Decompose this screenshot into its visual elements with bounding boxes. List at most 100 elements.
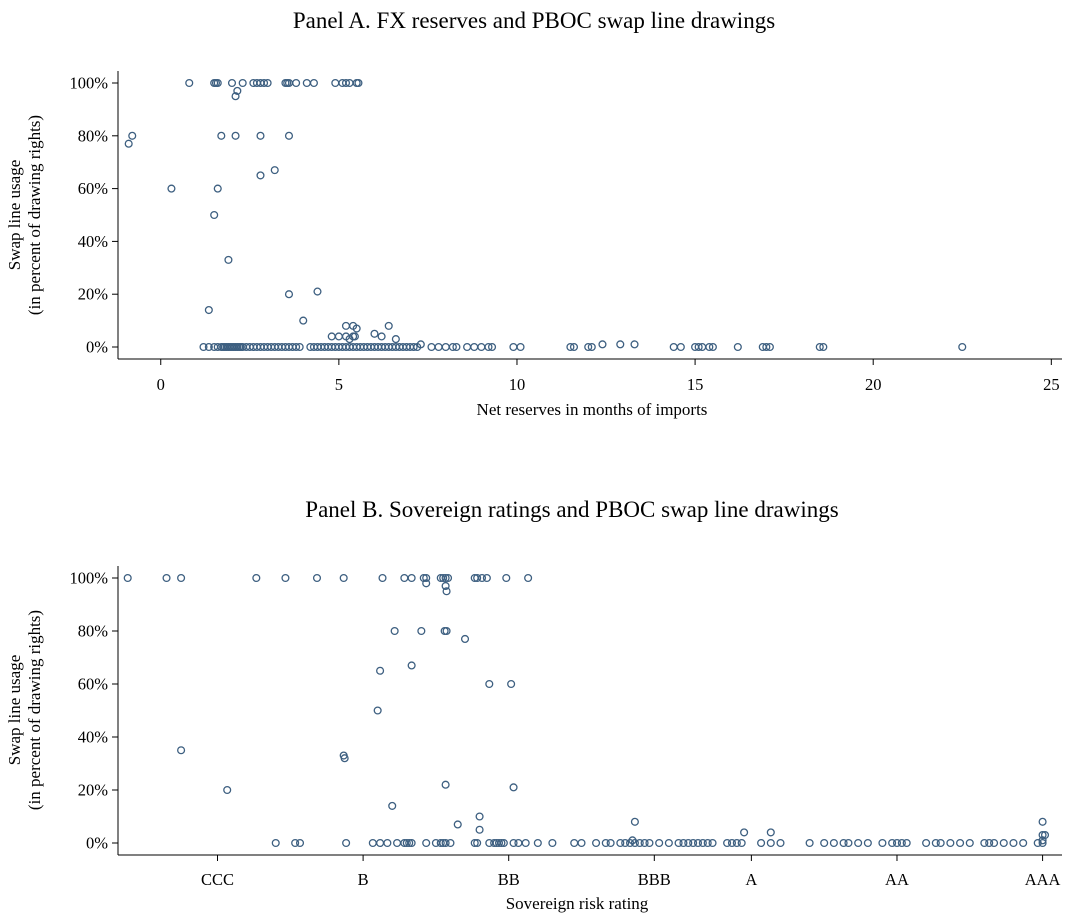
panel-b-point [703,838,712,848]
panel-b-point [533,838,542,848]
panel-b-point [376,666,385,675]
panel-b-point [630,817,639,826]
panel-a-ticks: 0% 20% 40% 60% 80% 100% 0 5 10 15 20 25 [70,74,1060,395]
panel-b-point [509,783,518,792]
panel-b-point [732,838,741,848]
panel-b-point [723,838,732,848]
panel-b-point [417,626,426,636]
panel-a-point [470,342,479,352]
panel-a-point [224,255,233,264]
panel-b-point [376,838,385,848]
panel-b-point [383,838,392,848]
panel-b-point [441,581,450,590]
panel-a-point [598,340,607,349]
panel-a-point [584,342,593,352]
panel-b-point [453,820,462,829]
panel-a-point [669,342,678,352]
panel-b-point [679,838,688,848]
panel-b-point [390,626,399,636]
panel-a-point [341,321,351,330]
panel-b-point [439,573,448,583]
panel-b-ytick-label: 40% [78,728,109,747]
panel-b-ylabel-line2: (in percent of drawing rights) [25,610,44,810]
panel-b-point [441,780,450,789]
panel-b-point [422,573,431,583]
panel-a-point [819,342,828,352]
panel-a-point [427,342,436,352]
panel-b-xtick-label: A [745,870,757,889]
panel-b-point [577,838,586,848]
panel-a-point [452,342,461,352]
panel-a-xtick-label: 25 [1043,375,1060,394]
panel-b-point [291,838,300,848]
panel-a-point [384,321,393,330]
panel-b-point [473,573,482,583]
panel-b-ytick-label: 0% [86,834,108,853]
panel-b-point [502,573,511,583]
panel-b-ytick-label: 100% [70,569,109,588]
panel-b-point [980,838,989,848]
panel-a-point [284,290,294,299]
panel-b-point [295,838,305,848]
panel-b-point [339,573,348,583]
panel-b-point [640,838,649,848]
panel-b-point [829,838,838,848]
panel-b-point [689,838,698,848]
panel-b-point [422,838,431,848]
panel-b-point [342,838,351,848]
panel-b-x-axis-title: Sovereign risk rating [506,894,649,913]
panel-b-point [999,838,1008,848]
panel-a-xtick-label: 20 [865,375,882,394]
panel-a-point [260,78,269,88]
panel-b-point [521,838,530,848]
panel-b-point [645,838,654,848]
panel-b-point [441,573,450,583]
panel-a-point [231,131,240,140]
panel-b-point [177,746,186,755]
panel-a-point [566,342,575,352]
panel-a-point [309,78,318,88]
panel-b-point [708,838,717,848]
panel-b-point [312,573,322,583]
panel-b-point [839,838,848,848]
panel-b-point [740,828,749,837]
panel-b-points [123,573,1050,848]
panel-b-ytick-label: 80% [78,622,109,641]
panel-b-point [281,573,290,583]
panel-a-point [705,342,714,352]
panel-a-point [694,342,703,352]
panel-b-point [494,838,504,848]
panel-a-point [487,342,497,352]
panel-b-point [497,838,506,848]
panel-a-point [477,342,486,352]
panel-b-point [271,838,280,848]
panel-a-point [434,342,443,352]
panel-a-point [463,342,472,352]
panel-a-point [199,342,208,352]
panel-b: Panel B. Sovereign ratings and PBOC swap… [5,497,1062,913]
panel-a-point [302,78,311,88]
panel-b-point [407,573,416,583]
panel-a-point [413,342,422,352]
panel-b-point [766,838,775,848]
panel-b-xtick-label: BBB [638,870,671,889]
panel-b-point [162,573,171,583]
panel-a-point [185,78,194,88]
panel-b-point [766,828,775,837]
panel-a-point [284,131,294,140]
panel-a-point [204,342,213,352]
panel-b-point [776,838,785,848]
panel-a-point [391,335,400,344]
panel-b-point [863,838,872,848]
panel-a-xtick-label: 15 [687,375,704,394]
panel-b-point [441,838,450,848]
panel-a-point [354,78,363,88]
panel-a-point [708,342,717,352]
panel-a-point [124,139,133,148]
panel-b-point [442,587,451,596]
panel-a-point [341,78,351,88]
panel-a-point [345,335,354,344]
panel-b-point [422,579,431,588]
panel-b-point [570,838,579,848]
panel-a-xtick-label: 5 [335,375,343,394]
